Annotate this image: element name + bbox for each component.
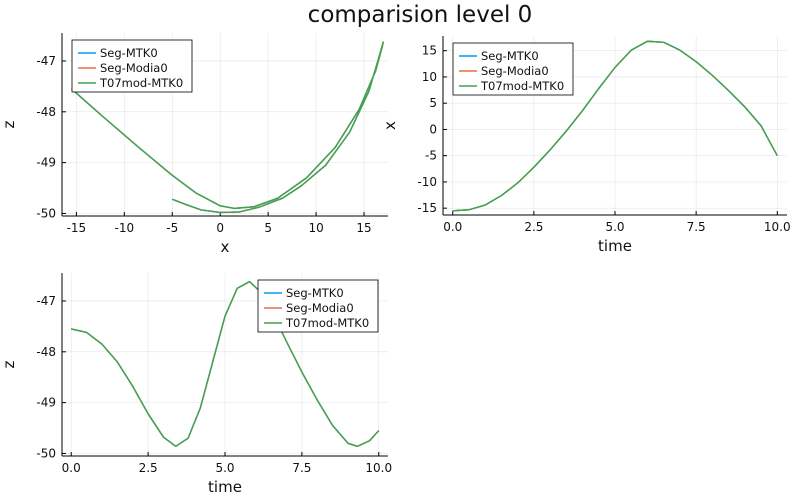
y-tick-label: -50 (36, 446, 56, 460)
series-line-t07mod-mtk0 (452, 40, 778, 212)
legend-label: Seg-Modia0 (100, 61, 168, 75)
x-tick-label: 7.5 (687, 220, 706, 234)
y-tick-label: -49 (36, 396, 56, 410)
x-tick-label: 10.0 (764, 220, 791, 234)
y-tick-label: 10 (422, 70, 437, 84)
y-tick-label: 0 (429, 122, 437, 136)
x-tick-label: 2.5 (524, 220, 543, 234)
series-lines (452, 40, 778, 212)
y-tick-label: -10 (417, 175, 437, 189)
x-tick-label: 10.0 (365, 461, 392, 475)
series-lines (71, 41, 384, 214)
y-tick-label: -50 (36, 206, 56, 220)
x-tick-label: 0.0 (443, 220, 462, 234)
y-tick-label: -47 (36, 54, 56, 68)
x-tick-label: 15 (356, 221, 371, 235)
y-tick-label: -48 (36, 345, 56, 359)
subplot-3: 0.0 2.5 5.0 7.5 10.0 -50 -49 -48 -47 time z Seg-MTK… (0, 273, 392, 496)
x-tick-label: 10 (308, 221, 323, 235)
x-tick-label: -5 (166, 221, 178, 235)
figure-title: comparision level 0 (307, 2, 533, 28)
x-axis-label: time (208, 478, 242, 496)
y-tick-label: -15 (417, 201, 437, 215)
x-tick-label: 5 (264, 221, 272, 235)
y-axis-label: z (0, 360, 18, 368)
y-tick-label: 5 (429, 96, 437, 110)
legend-label: T07mod-MTK0 (285, 316, 369, 330)
x-tick-label: -15 (67, 221, 87, 235)
y-tick-label: -5 (425, 149, 437, 163)
legend-label: Seg-MTK0 (286, 286, 344, 300)
x-tick-label: 2.5 (139, 461, 158, 475)
x-axis-label: x (221, 238, 230, 256)
y-tick-label: -49 (36, 156, 56, 170)
legend-label: Seg-Modia0 (481, 64, 549, 78)
legend-label: T07mod-MTK0 (99, 76, 183, 90)
legend-label: Seg-MTK0 (481, 49, 539, 63)
x-tick-label: 5.0 (215, 461, 234, 475)
x-axis-label: time (598, 237, 632, 255)
subplot-1: -15 -10 -5 0 5 10 15-50-49-48-47xzSeg-MTK0Seg-… (0, 33, 388, 256)
x-tick-label: 0 (216, 221, 224, 235)
y-axis-label: x (381, 121, 399, 130)
y-tick-label: -47 (36, 294, 56, 308)
legend-label: T07mod-MTK0 (480, 79, 564, 93)
x-tick-label: 5.0 (605, 220, 624, 234)
x-tick-label: 7.5 (292, 461, 311, 475)
y-tick-label: -48 (36, 105, 56, 119)
subplot-2: 0.0 2.5 5.0 7.5 10.0 -15 -10 -5 0 5 10 15 time x Seg-M… (381, 36, 791, 255)
x-tick-label: 0.0 (62, 461, 81, 475)
y-axis-label: z (0, 120, 18, 128)
series-line-t07mod-mtk0 (71, 280, 380, 448)
x-tick-label: -10 (115, 221, 135, 235)
y-tick-label: 15 (422, 44, 437, 58)
series-line-t07mod-mtk0 (71, 41, 384, 214)
legend-label: Seg-Modia0 (286, 301, 354, 315)
legend-label: Seg-MTK0 (100, 46, 158, 60)
series-lines (71, 280, 380, 448)
